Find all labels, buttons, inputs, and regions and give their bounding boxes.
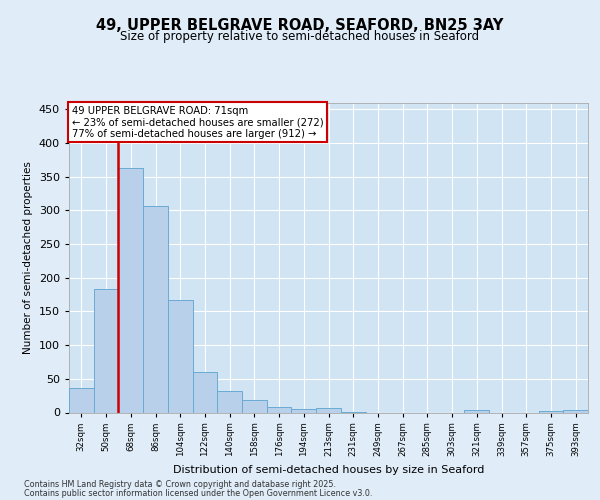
Bar: [267, 407, 292, 412]
Text: 49 UPPER BELGRAVE ROAD: 71sqm
← 23% of semi-detached houses are smaller (272)
77: 49 UPPER BELGRAVE ROAD: 71sqm ← 23% of s…: [71, 106, 323, 139]
Bar: [217, 391, 242, 412]
Bar: [69, 388, 94, 412]
Text: Contains HM Land Registry data © Crown copyright and database right 2025.: Contains HM Land Registry data © Crown c…: [24, 480, 336, 489]
Y-axis label: Number of semi-detached properties: Number of semi-detached properties: [23, 161, 33, 354]
Bar: [242, 400, 267, 412]
Bar: [94, 289, 118, 412]
Bar: [539, 411, 563, 412]
Text: Contains public sector information licensed under the Open Government Licence v3: Contains public sector information licen…: [24, 488, 373, 498]
Bar: [563, 410, 588, 412]
Bar: [292, 409, 316, 412]
Bar: [168, 300, 193, 412]
Bar: [316, 408, 341, 412]
Bar: [143, 206, 168, 412]
Bar: [193, 372, 217, 412]
Text: 49, UPPER BELGRAVE ROAD, SEAFORD, BN25 3AY: 49, UPPER BELGRAVE ROAD, SEAFORD, BN25 3…: [97, 18, 503, 32]
X-axis label: Distribution of semi-detached houses by size in Seaford: Distribution of semi-detached houses by …: [173, 464, 484, 474]
Bar: [464, 410, 489, 412]
Text: Size of property relative to semi-detached houses in Seaford: Size of property relative to semi-detach…: [121, 30, 479, 43]
Bar: [118, 168, 143, 412]
